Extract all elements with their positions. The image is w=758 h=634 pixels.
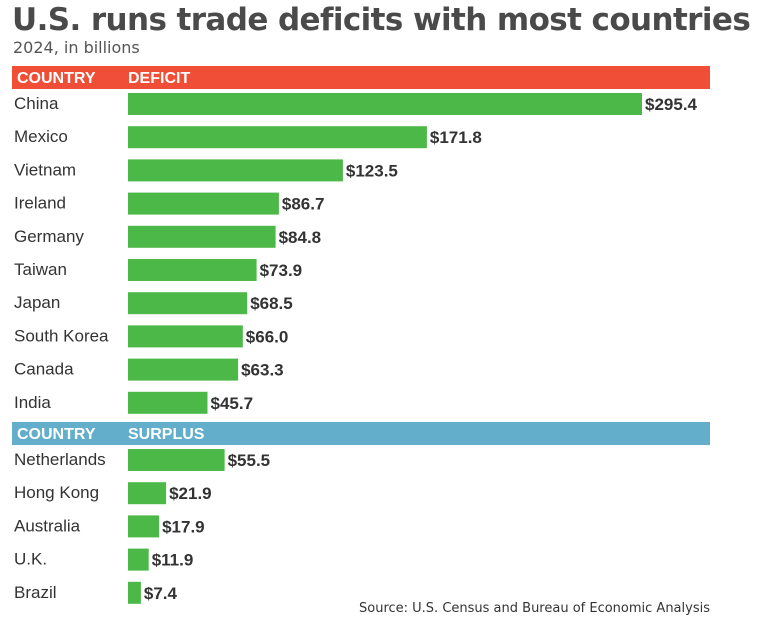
category-label: China [14,94,59,113]
bar [128,325,243,348]
data-label: $73.9 [260,261,303,280]
category-label: Hong Kong [14,483,99,502]
bar [128,482,167,505]
data-label: $55.5 [228,451,271,470]
category-label: Japan [14,293,60,312]
bar [128,449,225,471]
category-label: U.K. [14,550,47,569]
category-label: India [14,393,51,412]
bar [128,548,149,571]
surplus-header-band [12,422,710,445]
category-label: Netherlands [14,450,106,469]
category-label: Taiwan [14,260,67,279]
surplus-header-value: SURPLUS [128,426,205,443]
chart-subtitle: 2024, in billions [13,38,140,57]
bar [128,358,239,381]
category-label: Germany [14,227,84,246]
deficit-header-value: DEFICIT [128,70,190,87]
category-label: Canada [14,360,74,379]
data-label: $171.8 [430,128,482,147]
data-label: $295.4 [645,95,698,114]
data-label: $86.7 [282,195,325,214]
data-label: $123.5 [346,161,398,180]
bar [128,581,141,604]
category-label: Brazil [14,583,57,602]
data-label: $11.9 [152,551,194,570]
bar [128,515,160,538]
chart-title: U.S. runs trade deficits with most count… [12,2,751,38]
bar [128,126,427,149]
data-label: $21.9 [169,484,212,503]
surplus-header-country: COUNTRY [17,426,96,443]
bar [128,225,276,248]
data-label: $7.4 [144,584,178,603]
bar [128,259,257,281]
bar [128,159,343,182]
deficit-header-country: COUNTRY [17,70,96,87]
bar [128,192,279,215]
data-label: $63.3 [241,361,284,380]
category-label: Mexico [14,127,68,146]
bar [128,292,248,315]
category-label: Ireland [14,194,66,213]
category-label: Australia [14,516,81,535]
data-label: $17.9 [162,517,205,536]
data-label: $66.0 [246,327,289,346]
deficit-header-band [12,66,710,89]
category-label: South Korea [14,326,109,345]
category-label: Vietnam [14,160,76,179]
source-note: Source: U.S. Census and Bureau of Econom… [359,601,710,616]
bar [128,93,642,115]
bar [128,391,208,414]
data-label: $84.8 [279,228,322,247]
data-label: $68.5 [250,294,293,313]
data-label: $45.7 [211,394,254,413]
